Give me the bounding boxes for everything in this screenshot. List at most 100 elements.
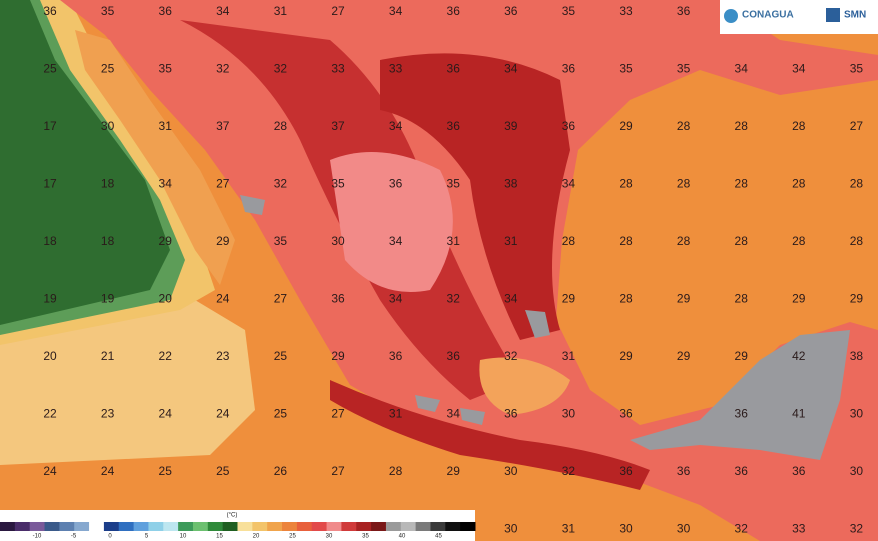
logo-box <box>720 0 878 34</box>
temperature-label: 39 <box>504 119 518 133</box>
temperature-label: 27 <box>850 119 864 133</box>
temperature-label: 30 <box>677 522 691 536</box>
colorbar-label: 35 <box>362 534 369 540</box>
colorbar-label: 40 <box>399 534 406 540</box>
temperature-label: 37 <box>331 119 345 133</box>
hot-zone <box>380 53 570 340</box>
temperature-label: 34 <box>792 62 806 76</box>
temperature-label: 29 <box>619 119 633 133</box>
colorbar-swatch <box>326 522 342 531</box>
temperature-label: 24 <box>101 464 115 478</box>
temperature-label: 29 <box>735 349 749 363</box>
temperature-label: 29 <box>619 349 633 363</box>
colorbar-swatch <box>74 522 90 531</box>
temperature-label: 34 <box>735 62 749 76</box>
temperature-label: 36 <box>331 292 345 306</box>
temperature-label: 34 <box>389 119 403 133</box>
colorbar-swatch <box>0 522 16 531</box>
temperature-label: 28 <box>619 292 633 306</box>
temperature-label: 27 <box>274 292 288 306</box>
temperature-label: 23 <box>101 407 115 421</box>
temperature-label: 36 <box>619 407 633 421</box>
colorbar-label: 0 <box>108 534 112 540</box>
colorbar-swatch <box>356 522 372 531</box>
temperature-label: 30 <box>850 407 864 421</box>
temperature-label: 28 <box>619 234 633 248</box>
temperature-label: 28 <box>850 177 864 191</box>
temperature-label: 35 <box>159 62 173 76</box>
temperature-label: 28 <box>735 292 749 306</box>
temperature-label: 28 <box>792 119 806 133</box>
temperature-label: 34 <box>389 234 403 248</box>
temperature-label: 32 <box>504 349 518 363</box>
temperature-label: 36 <box>504 407 518 421</box>
temperature-label: 27 <box>331 407 345 421</box>
colorbar-swatch <box>89 522 105 531</box>
temperature-label: 36 <box>792 464 806 478</box>
temperature-label: 32 <box>562 464 576 478</box>
colorbar-swatch <box>400 522 417 531</box>
temperature-label: 28 <box>274 119 288 133</box>
colorbar-swatch <box>341 522 357 531</box>
hot-gray-zone <box>240 195 265 215</box>
logo-icon <box>826 8 840 22</box>
temperature-label: 28 <box>735 177 749 191</box>
colorbar-swatch <box>371 522 387 531</box>
temperature-label: 36 <box>677 464 691 478</box>
temperature-label: 32 <box>447 292 461 306</box>
temperature-label: 38 <box>850 349 864 363</box>
temperature-label: 35 <box>447 177 461 191</box>
temperature-label: 17 <box>43 119 57 133</box>
colorbar-swatch <box>430 522 446 531</box>
temperature-label: 29 <box>677 349 691 363</box>
temperature-label: 30 <box>331 234 345 248</box>
temperature-label: 36 <box>504 4 518 18</box>
temperature-label: 28 <box>792 177 806 191</box>
colorbar-swatch <box>282 522 298 531</box>
temperature-label: 36 <box>677 4 691 18</box>
temperature-label: 19 <box>101 292 115 306</box>
temperature-label: 26 <box>274 464 288 478</box>
colorbar-swatch <box>178 522 194 531</box>
colorbar-swatch <box>148 522 164 531</box>
colorbar-swatch <box>460 522 476 531</box>
temperature-label: 36 <box>447 62 461 76</box>
temperature-label: 34 <box>504 292 518 306</box>
colorbar-swatch <box>415 522 431 531</box>
temperature-label: 31 <box>274 4 288 18</box>
temperature-label: 28 <box>677 119 691 133</box>
colorbar-swatch <box>252 522 268 531</box>
colorbar-swatch <box>29 522 46 531</box>
dark-green-sea <box>0 0 170 325</box>
temperature-label: 28 <box>562 234 576 248</box>
temperature-label: 36 <box>389 177 403 191</box>
hot-gray-zone <box>415 395 440 412</box>
colorbar-swatch <box>59 522 75 531</box>
temperature-label: 17 <box>43 177 57 191</box>
colorbar-label: -10 <box>33 534 42 540</box>
temperature-label: 27 <box>331 4 345 18</box>
temperature-label: 34 <box>562 177 576 191</box>
colorbar-swatch <box>222 522 238 531</box>
colorbar-label: 25 <box>289 534 296 540</box>
temperature-label: 28 <box>792 234 806 248</box>
temperature-label: 32 <box>216 62 230 76</box>
logo-icon <box>724 9 738 23</box>
temperature-label: 35 <box>677 62 691 76</box>
temperature-label: 30 <box>850 464 864 478</box>
logo-text: SMN <box>844 10 866 21</box>
colorbar-label: 45 <box>435 534 442 540</box>
temperature-label: 32 <box>274 62 288 76</box>
temperature-label: 25 <box>274 407 288 421</box>
temperature-label: 34 <box>447 407 461 421</box>
temperature-label: 29 <box>562 292 576 306</box>
temperature-label: 29 <box>850 292 864 306</box>
temperature-label: 35 <box>619 62 633 76</box>
temperature-label: 36 <box>43 4 57 18</box>
logo-text: CONAGUA <box>742 10 794 21</box>
temperature-label: 23 <box>216 349 230 363</box>
temperature-label: 28 <box>735 234 749 248</box>
colorbar-swatch <box>14 522 31 531</box>
temperature-label: 35 <box>850 62 864 76</box>
temperature-label: 28 <box>677 177 691 191</box>
